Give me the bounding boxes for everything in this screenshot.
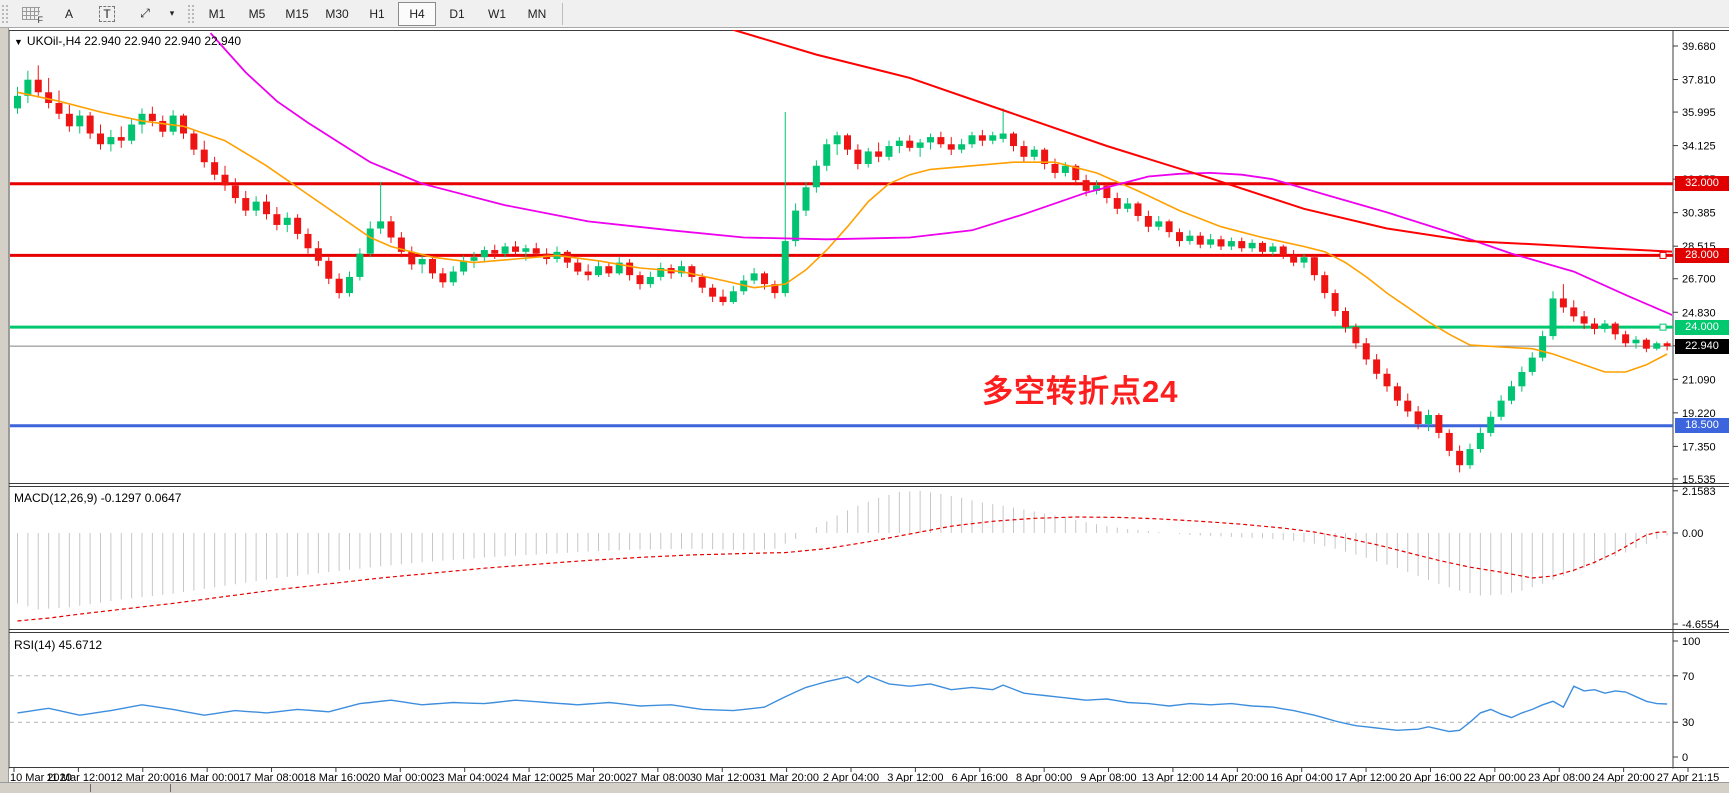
annotation-text[interactable]: 多空转折点24 xyxy=(982,374,1179,409)
timeframe-button-d1[interactable]: D1 xyxy=(449,6,465,21)
level-badge-32.000[interactable]: 32.000 xyxy=(1675,176,1729,192)
chart-collapse-icon[interactable]: ▼ xyxy=(14,37,23,47)
symbols-grid-button[interactable]: F xyxy=(12,2,50,26)
timeframe-button-m30[interactable]: M30 xyxy=(325,6,349,21)
macd-axis-label: 2.1583 xyxy=(1682,486,1716,498)
toolbar: F A T ⤢ ▾ M1 M5 M15 M30 H1 H4 D1 W1 MN xyxy=(0,0,1729,28)
rsi-axis-label: 0 xyxy=(1682,752,1688,764)
toolbar-drag-handle-icon[interactable] xyxy=(2,4,8,23)
rsi-axis-label: 100 xyxy=(1682,636,1700,648)
time-axis-label: 27 Mar 08:00 xyxy=(625,772,690,784)
price-axis-label: 21.090 xyxy=(1682,374,1716,386)
chevron-down-icon: ▾ xyxy=(169,8,175,18)
level-badge-28.000[interactable]: 28.000 xyxy=(1675,247,1729,263)
time-axis-label: 23 Apr 08:00 xyxy=(1528,772,1590,784)
level-badge-24.000[interactable]: 24.000 xyxy=(1675,319,1729,335)
price-axis-label: 15.535 xyxy=(1682,474,1716,486)
time-axis-label: 12 Mar 20:00 xyxy=(110,772,175,784)
timeframe-button-w1[interactable]: W1 xyxy=(488,6,506,21)
bottom-strip-divider xyxy=(170,784,171,792)
time-axis-label: 22 Apr 00:00 xyxy=(1464,772,1526,784)
time-axis-label: 25 Mar 20:00 xyxy=(561,772,626,784)
rsi-axis-label: 30 xyxy=(1682,717,1694,729)
symbols-grid-icon: F xyxy=(22,7,43,25)
timeframe-button-m15[interactable]: M15 xyxy=(285,6,309,21)
timeframe-button-mn[interactable]: MN xyxy=(527,6,547,21)
arrows-dropdown-button[interactable]: ▾ xyxy=(164,2,180,26)
timeframe-button-m1[interactable]: M1 xyxy=(208,6,226,21)
time-axis-label: 24 Mar 12:00 xyxy=(497,772,562,784)
macd-signal-line xyxy=(17,516,1668,622)
arrows-tool-icon: ⤢ xyxy=(140,6,150,20)
bottom-strip-divider xyxy=(90,784,91,792)
time-axis-label: 16 Mar 00:00 xyxy=(175,772,240,784)
macd-axis-label: -4.6554 xyxy=(1682,619,1719,631)
ma-orange-line xyxy=(17,91,1668,373)
time-axis-label: 3 Apr 12:00 xyxy=(887,772,943,784)
toolbar-separator xyxy=(562,2,563,25)
time-axis-label: 27 Apr 21:15 xyxy=(1657,772,1719,784)
chart-window: 39.68037.81035.99534.12532.25530.38528.5… xyxy=(0,28,1729,793)
price-axis-label: 26.700 xyxy=(1682,274,1716,286)
time-axis-label: 31 Mar 20:00 xyxy=(754,772,819,784)
time-axis-label: 20 Apr 16:00 xyxy=(1399,772,1461,784)
macd-histogram xyxy=(17,490,1668,610)
level-badge-18.500[interactable]: 18.500 xyxy=(1675,418,1729,434)
time-axis-label: 30 Mar 12:00 xyxy=(690,772,755,784)
chart-title: ▼ UKOil-,H4 22.940 22.940 22.940 22.940 xyxy=(14,34,242,48)
time-axis-label: 17 Apr 12:00 xyxy=(1335,772,1397,784)
time-axis-label: 2 Apr 04:00 xyxy=(823,772,879,784)
line-handle[interactable] xyxy=(1659,323,1667,331)
timeframe-button-m5[interactable]: M5 xyxy=(248,6,266,21)
price-axis-label: 19.220 xyxy=(1682,408,1716,420)
time-axis-label: 24 Apr 20:00 xyxy=(1592,772,1654,784)
text-t-icon: T xyxy=(99,5,115,22)
arrows-tool-button[interactable]: ⤢ xyxy=(126,2,164,26)
chart-canvas[interactable]: 39.68037.81035.99534.12532.25530.38528.5… xyxy=(0,28,1729,792)
current-price-badge[interactable]: 22.940 xyxy=(1675,338,1729,354)
price-level-lines[interactable] xyxy=(10,182,1673,428)
time-axis-label: 10 Mar 2020 xyxy=(10,772,72,784)
timeframe-drag-handle-icon[interactable] xyxy=(188,4,194,23)
timeframe-button-h1[interactable]: H1 xyxy=(369,6,385,21)
time-axis-label: 6 Apr 16:00 xyxy=(952,772,1008,784)
time-axis-label: 8 Apr 00:00 xyxy=(1016,772,1072,784)
time-axis-label: 23 Mar 04:00 xyxy=(432,772,497,784)
candles xyxy=(14,65,1671,473)
price-axis-label: 39.680 xyxy=(1682,41,1716,53)
rsi-label: RSI(14) 45.6712 xyxy=(14,638,103,652)
price-axis-label: 30.385 xyxy=(1682,208,1716,220)
text-a-icon: A xyxy=(64,6,73,21)
price-axis-label: 34.125 xyxy=(1682,141,1716,153)
time-axis-label: 11 Mar 12:00 xyxy=(46,772,110,784)
time-axis-label: 16 Apr 04:00 xyxy=(1270,772,1332,784)
time-axis-label: 13 Apr 12:00 xyxy=(1142,772,1204,784)
time-axis-label: 9 Apr 08:00 xyxy=(1080,772,1136,784)
bottom-strip xyxy=(0,782,1729,793)
ma-red-line xyxy=(732,30,1672,253)
macd-label: MACD(12,26,9) -0.1297 0.0647 xyxy=(14,491,182,505)
time-axis-label: 17 Mar 08:00 xyxy=(239,772,304,784)
window-left-edge xyxy=(0,28,9,792)
text-tool-button[interactable]: T xyxy=(88,2,126,26)
price-axis-label: 35.995 xyxy=(1682,107,1716,119)
macd-axis-label: 0.00 xyxy=(1682,528,1703,540)
ma-magenta-line xyxy=(209,32,1672,316)
line-handle[interactable] xyxy=(1659,251,1667,259)
time-axis-label: 18 Mar 16:00 xyxy=(304,772,369,784)
panel-borders xyxy=(8,30,1729,769)
price-axis-label: 37.810 xyxy=(1682,75,1716,87)
price-axis-label: 24.830 xyxy=(1682,307,1716,319)
timeframe-button-h4[interactable]: H4 xyxy=(398,1,436,26)
rsi-line xyxy=(17,675,1668,733)
time-axis-label: 14 Apr 20:00 xyxy=(1206,772,1268,784)
price-axis-label: 17.350 xyxy=(1682,441,1716,453)
text-label-button[interactable]: A xyxy=(50,2,88,26)
time-axis-label: 20 Mar 00:00 xyxy=(368,772,433,784)
rsi-axis-label: 70 xyxy=(1682,671,1694,683)
